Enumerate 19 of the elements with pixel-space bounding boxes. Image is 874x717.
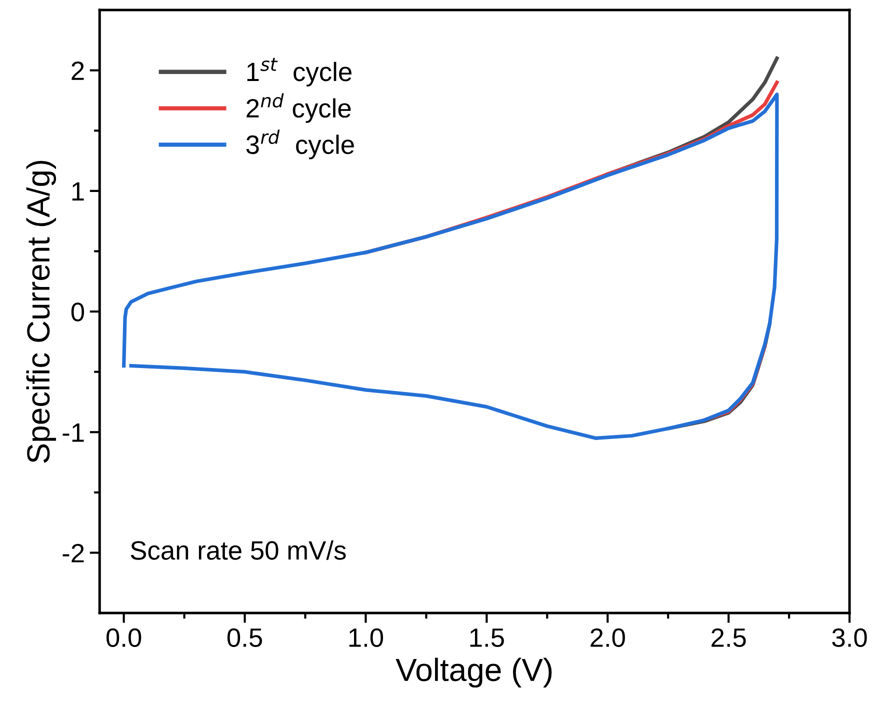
y-tick-label: 2 (72, 61, 84, 80)
x-tick-label: 1.0 (349, 628, 384, 647)
legend-label: 3$^{rd}$ cycle (246, 130, 354, 160)
x-tick-label: 1.5 (470, 628, 504, 647)
x-tick-label: 0.5 (227, 628, 262, 647)
y-tick-label: 0 (71, 302, 84, 322)
line-series (122, 92, 779, 440)
y-axis-title: Specific Current (A/g) (26, 160, 56, 463)
y-tick-label: -1 (62, 424, 84, 442)
legend-label: 1$^{st}$ cycle (247, 58, 352, 86)
x-tick-label: 0.0 (106, 628, 142, 647)
y-tick-label: 1 (72, 182, 84, 200)
x-axis-title: Voltage (V) (396, 658, 552, 688)
y-tick-label: -2 (62, 544, 84, 562)
annotation: Scan rate 50 mV/s (130, 540, 346, 560)
legend-label: 2$^{nd}$ cycle (246, 93, 351, 123)
x-tick-label: 2.0 (590, 628, 625, 647)
x-tick-label: 2.5 (712, 628, 746, 647)
x-tick-label: 3.0 (832, 628, 867, 647)
